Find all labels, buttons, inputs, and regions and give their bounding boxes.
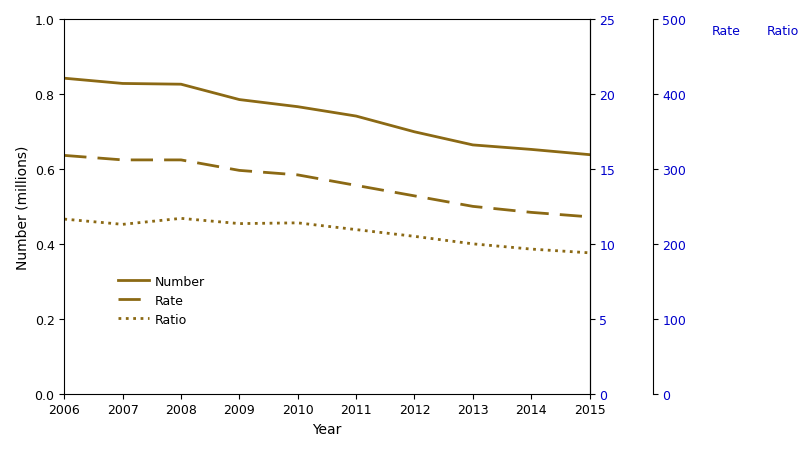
Number xyxy=(468,143,478,148)
Number xyxy=(234,97,244,103)
Number xyxy=(118,82,127,87)
Number xyxy=(59,76,69,82)
Ratio xyxy=(176,216,186,221)
Ratio xyxy=(468,242,478,247)
Rate xyxy=(234,168,244,174)
Rate xyxy=(526,210,536,216)
Ratio xyxy=(526,247,536,252)
Number xyxy=(293,105,303,110)
X-axis label: Year: Year xyxy=(312,422,341,436)
Number xyxy=(585,152,594,158)
Legend: Number, Rate, Ratio: Number, Rate, Ratio xyxy=(113,270,210,331)
Ratio xyxy=(234,221,244,227)
Rate xyxy=(118,158,127,163)
Ratio xyxy=(351,227,361,233)
Ratio xyxy=(59,217,69,222)
Rate xyxy=(351,183,361,189)
Text: Rate: Rate xyxy=(711,25,740,38)
Rate xyxy=(59,153,69,159)
Line: Rate: Rate xyxy=(64,156,590,217)
Y-axis label: Number (millions): Number (millions) xyxy=(15,145,29,269)
Rate xyxy=(585,215,594,220)
Number xyxy=(526,147,536,153)
Ratio xyxy=(118,222,127,228)
Number xyxy=(410,130,419,135)
Line: Ratio: Ratio xyxy=(64,219,590,253)
Line: Number: Number xyxy=(64,79,590,155)
Number xyxy=(176,82,186,87)
Ratio xyxy=(410,234,419,239)
Number xyxy=(351,114,361,120)
Ratio xyxy=(585,251,594,256)
Rate xyxy=(293,173,303,178)
Rate xyxy=(410,194,419,199)
Ratio xyxy=(293,221,303,226)
Rate xyxy=(176,158,186,163)
Text: Ratio: Ratio xyxy=(766,25,799,38)
Rate xyxy=(468,204,478,210)
